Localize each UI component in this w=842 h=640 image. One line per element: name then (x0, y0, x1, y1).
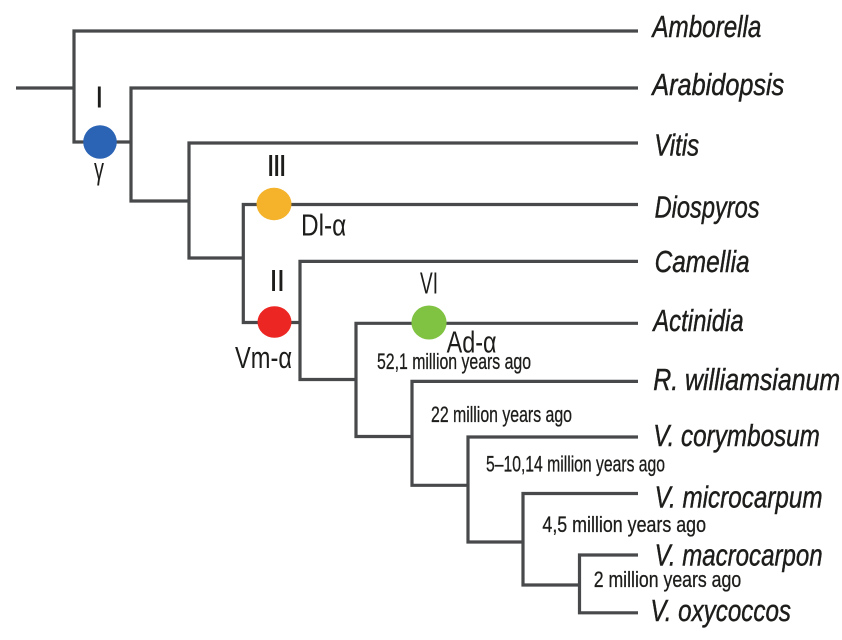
svg-text:Amborella: Amborella (651, 9, 762, 44)
svg-text:R. williamsianum: R. williamsianum (653, 362, 840, 397)
svg-text:II: II (269, 263, 284, 298)
svg-text:52,1 million years ago: 52,1 million years ago (377, 349, 531, 374)
svg-text:Actinidia: Actinidia (652, 303, 744, 338)
svg-text:Dl-α: Dl-α (301, 208, 346, 243)
svg-text:5–10,14 million years ago: 5–10,14 million years ago (486, 452, 665, 477)
svg-text:I: I (95, 80, 104, 115)
svg-text:Camellia: Camellia (655, 244, 750, 279)
svg-text:2 million years ago: 2 million years ago (594, 567, 742, 592)
svg-text:VI: VI (420, 266, 438, 301)
svg-text:Ad-α: Ad-α (447, 325, 497, 360)
svg-text:III: III (266, 148, 284, 183)
svg-text:Arabidopsis: Arabidopsis (651, 67, 785, 102)
svg-text:Diospyros: Diospyros (655, 190, 760, 225)
svg-text:Vitis: Vitis (654, 128, 699, 163)
svg-text:V. microcarpum: V. microcarpum (655, 479, 823, 514)
svg-text:22 million years ago: 22 million years ago (431, 402, 572, 427)
svg-text:V. oxycoccos: V. oxycoccos (650, 593, 791, 628)
svg-text:γ: γ (94, 151, 104, 186)
svg-text:4,5 million years ago: 4,5 million years ago (542, 512, 706, 537)
svg-text:Vm-α: Vm-α (235, 340, 292, 375)
svg-text:V. corymbosum: V. corymbosum (653, 418, 820, 453)
svg-text:V. macrocarpon: V. macrocarpon (655, 538, 823, 573)
